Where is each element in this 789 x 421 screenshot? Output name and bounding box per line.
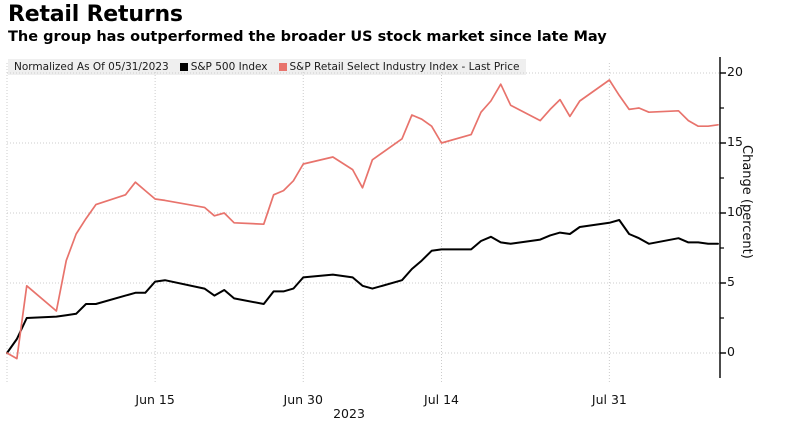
chart-header: Retail Returns The group has outperforme… xyxy=(8,2,778,47)
legend-item-sp500[interactable]: S&P 500 Index xyxy=(179,61,268,73)
legend-label-retail: S&P Retail Select Industry Index - Last … xyxy=(289,61,520,73)
legend-normalization-note: Normalized As Of 05/31/2023 xyxy=(14,61,169,73)
y-axis-tick-label: 20 xyxy=(727,64,743,79)
legend-swatch-sp500 xyxy=(179,63,188,71)
x-axis-tick-label: Jul 31 xyxy=(591,392,627,407)
x-axis-tick-label: Jun 30 xyxy=(283,392,323,407)
y-axis-title: Change (percent) xyxy=(739,145,754,259)
legend-note-label: Normalized As Of 05/31/2023 xyxy=(14,61,169,73)
y-axis-tick-label: 0 xyxy=(727,344,735,359)
x-axis-tick-label: Jun 15 xyxy=(135,392,175,407)
y-axis-tick-label: 15 xyxy=(727,134,743,149)
series-line-retail xyxy=(6,79,719,360)
y-axis-tick-label: 10 xyxy=(727,204,743,219)
series-line-sp500 xyxy=(6,219,719,354)
page-title: Retail Returns xyxy=(8,2,183,27)
chart-legend: Normalized As Of 05/31/2023 S&P 500 Inde… xyxy=(8,59,526,75)
y-axis-tick-label: 5 xyxy=(727,274,735,289)
chart-subtitle: The group has outperformed the broader U… xyxy=(8,29,607,45)
legend-swatch-retail xyxy=(278,63,287,71)
legend-item-retail[interactable]: S&P Retail Select Industry Index - Last … xyxy=(278,61,520,73)
legend-label-sp500: S&P 500 Index xyxy=(190,61,268,73)
x-axis-title: 2023 xyxy=(333,406,365,421)
x-axis-tick-label: Jul 14 xyxy=(424,392,459,407)
